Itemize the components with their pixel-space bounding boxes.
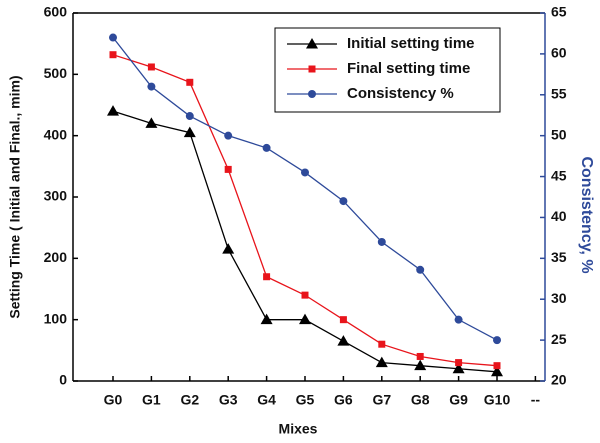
marker [452, 362, 465, 374]
y-tick-label: 600 [44, 4, 68, 20]
marker [414, 359, 427, 371]
marker [416, 265, 425, 274]
legend-label: Initial setting time [347, 35, 475, 52]
x-tick-label: G8 [411, 392, 430, 408]
marker [454, 315, 463, 324]
y2-tick-label: 40 [551, 208, 567, 224]
marker [377, 237, 386, 246]
x-tick-label: G10 [484, 392, 511, 408]
marker [493, 336, 501, 345]
marker [263, 273, 271, 281]
legend-marker [308, 65, 316, 73]
x-tick-label: G2 [180, 392, 199, 408]
y-tick-label: 500 [44, 65, 68, 81]
x-tick-label: G7 [372, 392, 391, 408]
y-tick-label: 300 [44, 188, 68, 204]
marker [416, 352, 424, 360]
marker [262, 143, 271, 152]
x-tick-label: G6 [334, 392, 353, 408]
legend-marker [308, 90, 316, 98]
x-tick-label: G5 [296, 392, 315, 408]
marker [222, 243, 235, 254]
marker [183, 126, 196, 138]
y-tick-label: 0 [59, 372, 67, 388]
x-tick-label: G3 [219, 392, 238, 408]
legend-label: Consistency % [347, 85, 454, 102]
marker [185, 112, 194, 121]
marker [337, 335, 350, 346]
y2-tick-label: 50 [551, 126, 567, 142]
legend-marker [306, 38, 318, 49]
legend-label: Final setting time [347, 60, 470, 77]
y-tick-label: 400 [44, 126, 68, 142]
marker [491, 365, 503, 377]
marker [375, 356, 388, 368]
marker [109, 51, 117, 59]
marker [147, 63, 155, 71]
y2-tick-label: 35 [551, 249, 567, 265]
marker [224, 131, 233, 140]
x-axis-label: Mixes [279, 421, 318, 437]
y-tick-label: 200 [44, 249, 68, 265]
marker [147, 82, 156, 91]
marker [299, 313, 311, 325]
y2-tick-label: 20 [551, 372, 567, 388]
marker [301, 291, 309, 299]
y2-tick-label: 25 [551, 331, 567, 347]
x-tick-label: -- [531, 392, 541, 408]
x-tick-label: G4 [257, 392, 276, 408]
marker [339, 316, 347, 324]
y-tick-label: 100 [44, 310, 68, 326]
series-line [112, 110, 498, 373]
y2-tick-label: 60 [551, 45, 567, 61]
marker [224, 165, 232, 173]
x-tick-label: G0 [104, 392, 123, 408]
x-tick-label: G1 [142, 392, 161, 408]
y2-tick-label: 30 [551, 290, 567, 306]
marker [107, 105, 119, 116]
marker [339, 197, 348, 206]
y-axis-label: Setting Time ( Initial and Final., mim) [7, 75, 23, 318]
y2-axis-label: Consistency, % [578, 156, 595, 273]
y2-tick-label: 65 [551, 4, 567, 20]
marker [301, 168, 309, 177]
marker [145, 117, 158, 128]
marker [109, 33, 117, 42]
marker [260, 313, 273, 325]
y2-tick-label: 45 [551, 167, 567, 183]
marker [378, 340, 386, 348]
marker [455, 359, 463, 367]
x-tick-label: G9 [449, 392, 468, 408]
marker [493, 362, 501, 370]
y2-tick-label: 55 [551, 85, 567, 101]
marker [186, 78, 194, 86]
